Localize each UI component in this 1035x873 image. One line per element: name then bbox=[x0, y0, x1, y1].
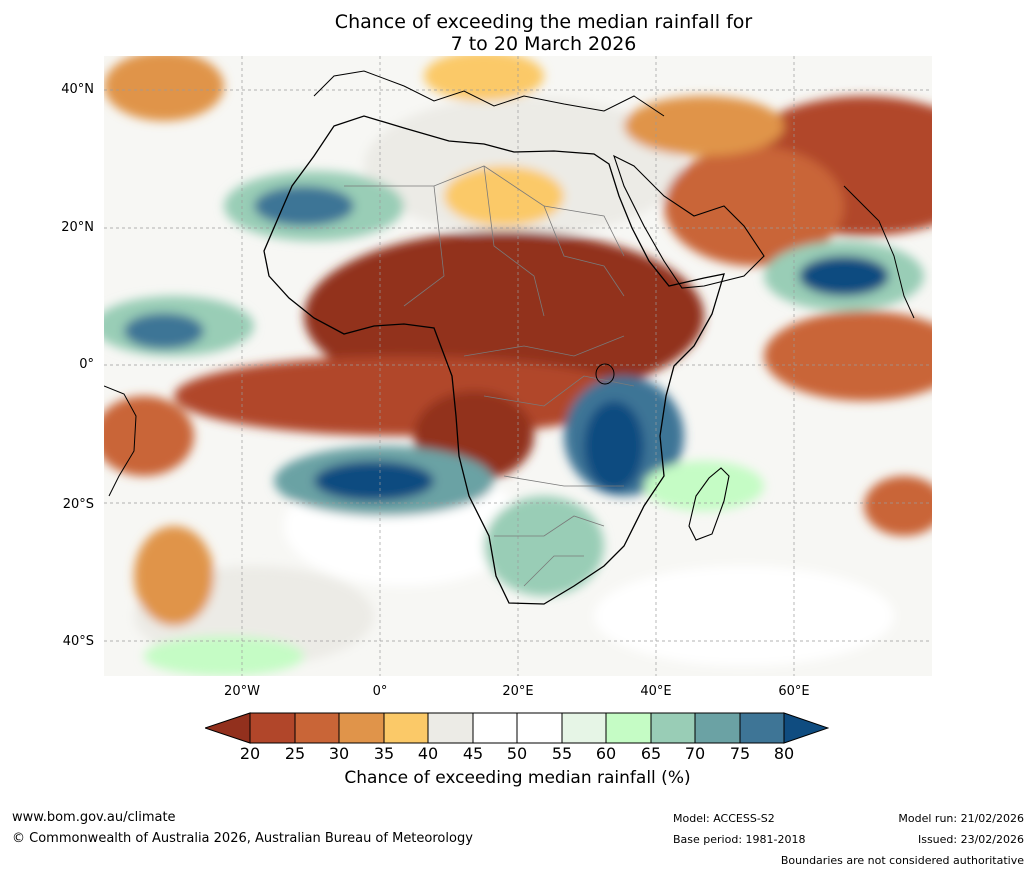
colorbar-bin-45-50 bbox=[473, 713, 517, 743]
colorbar-tick-20: 20 bbox=[239, 744, 261, 763]
colorbar-title: Chance of exceeding median rainfall (%) bbox=[344, 768, 691, 788]
wet-region-mozambique-channel bbox=[644, 461, 764, 511]
neutral-region-south-indian bbox=[594, 566, 894, 666]
colorbar-tick-55: 55 bbox=[551, 744, 573, 763]
dry-region-turkey bbox=[624, 96, 784, 156]
dry-region-southwest bbox=[134, 526, 214, 626]
dry-region-southeast bbox=[864, 476, 932, 536]
map-title-line-1: Chance of exceeding the median rainfall … bbox=[334, 11, 753, 33]
dry-region-indian-ocean bbox=[764, 311, 932, 401]
gridlines bbox=[104, 56, 932, 676]
colorbar-tick-65: 65 bbox=[640, 744, 662, 763]
colorbar-tick-75: 75 bbox=[729, 744, 751, 763]
rainfall-map bbox=[104, 56, 932, 676]
colorbar-bin-30-35 bbox=[339, 713, 384, 743]
colorbar-over-arrow bbox=[783, 712, 830, 744]
africa-coastline bbox=[263, 115, 725, 605]
wet-region-west-sahara-core bbox=[254, 186, 354, 226]
colorbar-bin-75-80 bbox=[740, 713, 784, 743]
madagascar-coastline bbox=[688, 467, 730, 541]
colorbar-tick-45: 45 bbox=[462, 744, 484, 763]
lat-label-40n: 40°N bbox=[61, 82, 94, 97]
copyright-text: © Commonwealth of Australia 2026, Austra… bbox=[12, 831, 473, 846]
wet-region-east-africa-core bbox=[584, 401, 644, 491]
lon-label-20e: 20°E bbox=[502, 684, 534, 699]
colorbar bbox=[203, 712, 830, 744]
lat-label-20s: 20°S bbox=[62, 497, 94, 512]
arabia-coastline bbox=[613, 154, 765, 289]
lon-label-40e: 40°E bbox=[640, 684, 672, 699]
rainfall-probability-field bbox=[104, 56, 932, 676]
pale-region-north-africa bbox=[364, 96, 684, 236]
lon-label-20w: 20°W bbox=[224, 684, 260, 699]
lat-label-40s: 40°S bbox=[62, 634, 94, 649]
model-run-date: Model run: 21/02/2026 bbox=[898, 812, 1024, 825]
lake-victoria bbox=[595, 363, 615, 385]
colorbar-tick-30: 30 bbox=[328, 744, 350, 763]
boundaries-disclaimer: Boundaries are not considered authoritat… bbox=[780, 854, 1024, 867]
wet-region-tropical-atlantic-core bbox=[124, 313, 204, 349]
country-boundaries bbox=[344, 165, 635, 587]
south-america-coastline bbox=[104, 385, 137, 497]
base-period: Base period: 1981-2018 bbox=[673, 833, 806, 846]
dry-region-iberia bbox=[104, 56, 224, 121]
colorbar-tick-60: 60 bbox=[595, 744, 617, 763]
issued-date: Issued: 23/02/2026 bbox=[917, 833, 1024, 846]
dry-region-brazil bbox=[104, 396, 194, 476]
colorbar-tick-70: 70 bbox=[684, 744, 706, 763]
website-link[interactable]: www.bom.gov.au/climate bbox=[12, 810, 176, 825]
dry-region-arabia bbox=[664, 146, 844, 266]
colorbar-tick-35: 35 bbox=[373, 744, 395, 763]
colorbar-bin-50-55 bbox=[517, 713, 562, 743]
colorbar-bin-35-40 bbox=[384, 713, 428, 743]
colorbar-bin-60-65 bbox=[606, 713, 651, 743]
colorbar-tick-50: 50 bbox=[506, 744, 528, 763]
wet-region-arabian-sea-core bbox=[799, 256, 889, 296]
europe-coastline bbox=[313, 70, 665, 117]
colorbar-bin-20-25 bbox=[250, 713, 295, 743]
lon-label-60e: 60°E bbox=[778, 684, 810, 699]
model-name: Model: ACCESS-S2 bbox=[673, 812, 775, 825]
wet-region-south-atlantic-core bbox=[314, 461, 434, 501]
map-title-line-2: 7 to 20 March 2026 bbox=[450, 33, 637, 55]
wet-region-southern-africa bbox=[484, 496, 604, 596]
india-coastline bbox=[843, 185, 915, 319]
colorbar-tick-80: 80 bbox=[773, 744, 795, 763]
colorbar-bin-40-45 bbox=[428, 713, 473, 743]
colorbar-under-arrow bbox=[203, 712, 251, 744]
dry-region-libya bbox=[444, 166, 564, 226]
colorbar-bin-70-75 bbox=[695, 713, 740, 743]
colorbar-bin-65-70 bbox=[651, 713, 695, 743]
colorbar-bin-55-60 bbox=[562, 713, 606, 743]
lon-label-0: 0° bbox=[372, 684, 388, 699]
colorbar-tick-25: 25 bbox=[284, 744, 306, 763]
lat-label-0: 0° bbox=[79, 357, 94, 372]
colorbar-bin-25-30 bbox=[295, 713, 339, 743]
dry-region-equatorial-band bbox=[174, 356, 634, 436]
wet-region-far-south bbox=[144, 636, 304, 676]
colorbar-tick-40: 40 bbox=[417, 744, 439, 763]
lat-label-20n: 20°N bbox=[61, 220, 94, 235]
